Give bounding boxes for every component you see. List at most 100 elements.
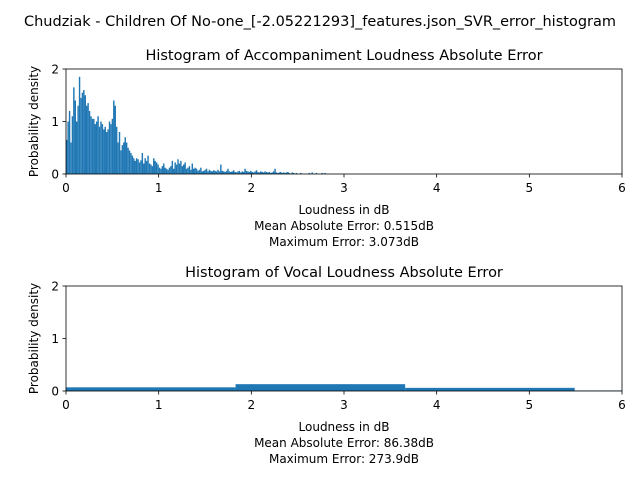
chart1-bar (228, 171, 231, 174)
chart1-bar (111, 118, 114, 174)
chart1-bar (248, 171, 251, 174)
chart1-bar (67, 121, 69, 174)
chart1-bar (277, 172, 279, 174)
chart1-bar (240, 172, 242, 174)
chart1-bar (118, 132, 121, 174)
chart1-bar (153, 158, 155, 174)
chart1-bar (244, 168, 246, 174)
chart1-bar (238, 170, 241, 174)
chart1-bar (183, 164, 185, 174)
chart1-ytick-label: 0 (51, 167, 59, 181)
chart1-bar (141, 153, 144, 174)
chart1-bar (232, 170, 235, 174)
chart1-bar (85, 105, 88, 174)
chart1-bar (260, 171, 262, 174)
chart1-bar (115, 126, 118, 174)
chart1-bar (224, 171, 226, 174)
chart1-bar (180, 160, 182, 174)
chart1-bar (204, 169, 206, 174)
chart1-bar (93, 118, 95, 174)
chart1-bar (104, 126, 106, 174)
chart2-xtick-label: 4 (433, 398, 441, 412)
chart1-bar (235, 172, 238, 174)
chart1-bar (242, 171, 245, 174)
chart1-bar (173, 168, 175, 174)
chart1-bar (134, 160, 136, 174)
chart1-bar (145, 160, 148, 174)
chart1-bar (270, 172, 272, 174)
chart2-xtick-label: 0 (62, 398, 70, 412)
chart1-bar (110, 124, 112, 174)
chart1-bar (137, 159, 139, 174)
chart2-xlabel: Loudness in dB (299, 420, 390, 434)
chart1-bar (195, 168, 198, 174)
chart1-bar (271, 172, 273, 174)
chart1-bar (218, 171, 221, 174)
chart1-xtick-label: 1 (155, 181, 163, 195)
chart1-bar (201, 171, 203, 174)
chart1-ylabel: Probability density (27, 66, 41, 177)
chart1-bar (135, 158, 138, 174)
chart1-bar (227, 168, 229, 174)
chart1-bar (187, 167, 189, 174)
chart1-bar (127, 147, 129, 174)
chart1-bar (171, 160, 174, 174)
chart1-bar (130, 153, 132, 174)
chart1-bar (101, 124, 104, 174)
chart1-bar (211, 171, 213, 174)
chart2-ytick-label: 1 (51, 332, 59, 346)
chart1-bar (155, 162, 158, 174)
chart2-xtick-label: 1 (155, 398, 163, 412)
chart1-bar (262, 172, 265, 174)
chart1-bar (251, 171, 253, 174)
chart1-plot-frame (65, 68, 623, 175)
chart1-bar (177, 159, 179, 174)
chart1-bar (157, 164, 159, 174)
chart1-bar (80, 97, 82, 174)
chart1-bar (284, 172, 286, 174)
chart1-bar (90, 116, 92, 174)
chart1-bar (148, 163, 151, 174)
chart1-bar (138, 162, 141, 174)
chart1-bar (128, 150, 131, 174)
chart1-bar (193, 168, 195, 174)
chart2-ytick-label: 2 (51, 279, 59, 293)
chart1-bar (150, 164, 152, 174)
chart1-bar (151, 166, 154, 174)
chart1-bar (83, 90, 85, 174)
chart2-bar (66, 387, 236, 391)
chart1-bar (68, 111, 71, 174)
chart1-bar (123, 142, 125, 174)
chart1-xtick-label: 2 (248, 181, 256, 195)
chart1-bar (287, 171, 289, 174)
chart1-xtick-label: 5 (526, 181, 534, 195)
chart2-plot-frame (65, 285, 623, 392)
figure-suptitle: Chudziak - Children Of No-one_[-2.052212… (24, 14, 616, 30)
chart1-bar (308, 172, 311, 174)
chart1-ytick-label: 1 (51, 115, 59, 129)
chart1-bar (140, 160, 142, 174)
chart1-bar (225, 170, 228, 174)
chart1-bar (311, 172, 313, 174)
chart1-bar (241, 171, 243, 174)
chart1-bar (295, 172, 298, 174)
chart2-bar (405, 387, 575, 391)
chart2-bar (235, 384, 406, 391)
chart1-bar (143, 163, 145, 174)
chart1-bar (167, 169, 169, 174)
chart1-bar (84, 95, 86, 174)
chart1-bar (210, 170, 212, 174)
chart2-stat-line: Maximum Error: 273.9dB (269, 452, 419, 466)
chart1-bar (97, 116, 99, 174)
chart1-bar (108, 121, 111, 174)
chart1-bar (291, 172, 293, 174)
chart1-bar (120, 150, 122, 174)
chart2-xtick-label: 3 (340, 398, 348, 412)
chart1-bar (164, 167, 166, 174)
chart1-bar (190, 169, 192, 174)
chart1-bar (280, 171, 282, 174)
chart1-bar (94, 124, 96, 174)
chart1-bar (268, 171, 271, 174)
chart1-bar (267, 172, 269, 174)
